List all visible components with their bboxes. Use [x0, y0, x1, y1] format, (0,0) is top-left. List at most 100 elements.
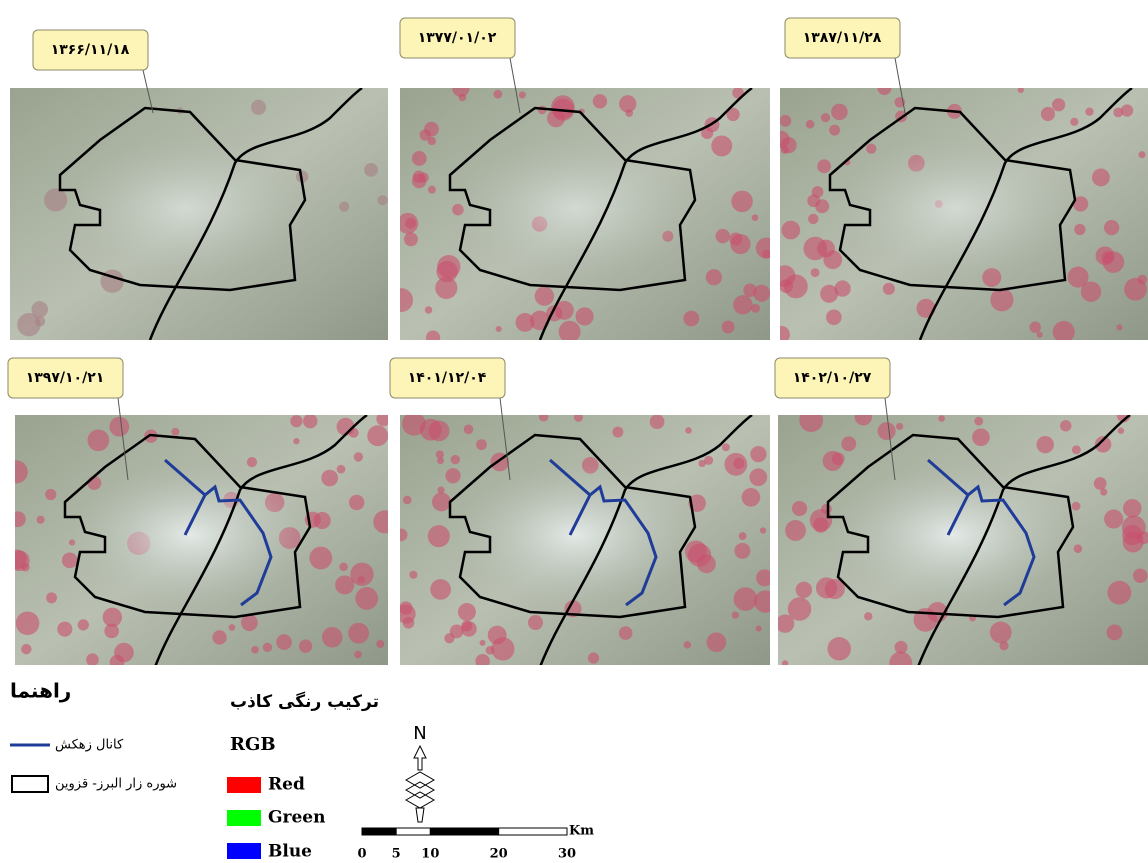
vegetation — [684, 641, 692, 649]
vegetation — [314, 512, 331, 529]
vegetation — [290, 415, 302, 427]
vegetation — [426, 331, 440, 345]
vegetation — [1137, 275, 1147, 285]
date-label: ۱۳۶۶/۱۱/۱۸ — [51, 42, 130, 58]
vegetation — [251, 100, 266, 115]
vegetation — [811, 268, 820, 277]
vegetation — [588, 653, 599, 664]
vegetation — [1070, 118, 1078, 126]
vegetation — [1041, 107, 1055, 121]
vegetation — [742, 488, 761, 507]
vegetation — [815, 199, 829, 213]
vegetation — [559, 321, 581, 343]
vegetation — [821, 113, 830, 122]
vegetation — [389, 288, 413, 312]
vegetation — [475, 654, 489, 668]
map-panel — [772, 81, 1148, 343]
vegetation — [730, 234, 750, 254]
vegetation — [21, 644, 31, 654]
vegetation — [445, 468, 460, 483]
vegetation — [432, 492, 451, 511]
vegetation — [866, 143, 876, 153]
vegetation — [1072, 502, 1081, 511]
vegetation — [46, 592, 57, 603]
salt-flat — [833, 465, 1073, 605]
vegetation — [733, 458, 744, 469]
vegetation — [733, 295, 752, 314]
vegetation — [37, 516, 45, 524]
imagery — [772, 81, 1148, 343]
vegetation — [299, 640, 312, 653]
north-label: N — [413, 723, 426, 744]
vegetation — [938, 415, 945, 422]
vegetation — [1092, 168, 1110, 186]
composite-title: ترکیب رنگی کاذب — [230, 691, 379, 712]
date-label: ۱۴۰۱/۱۲/۰۴ — [408, 370, 487, 386]
vegetation — [409, 571, 417, 579]
vegetation — [110, 655, 125, 670]
vegetation — [612, 427, 623, 438]
vegetation — [722, 443, 730, 451]
scale-tick-label: 30 — [558, 847, 576, 862]
vegetation — [404, 232, 418, 246]
vegetation — [1123, 532, 1144, 553]
vegetation — [806, 120, 815, 129]
salt-flat — [65, 138, 305, 278]
vegetation — [413, 171, 425, 183]
vegetation — [574, 413, 583, 422]
vegetation — [45, 489, 56, 500]
vegetation — [412, 151, 427, 166]
vegetation — [1104, 509, 1123, 528]
vegetation — [428, 525, 450, 547]
vegetation — [826, 310, 842, 326]
vegetation — [1118, 427, 1125, 434]
scale-segment — [396, 828, 430, 835]
vegetation — [1074, 544, 1083, 553]
vegetation — [403, 617, 415, 629]
vegetation — [974, 417, 983, 426]
vegetation — [813, 517, 828, 532]
vegetation — [753, 285, 770, 302]
vegetation — [339, 201, 349, 211]
vegetation — [424, 122, 439, 137]
imagery — [5, 412, 397, 670]
band-label: Blue — [268, 842, 312, 862]
vegetation — [303, 414, 317, 428]
vegetation — [1072, 445, 1081, 454]
vegetation — [1081, 281, 1101, 301]
salt-flat — [455, 138, 695, 278]
vegetation — [1107, 581, 1131, 605]
vegetation — [461, 621, 476, 636]
vegetation — [734, 587, 758, 611]
vegetation — [212, 630, 226, 644]
vegetation — [799, 408, 823, 432]
vegetation — [437, 255, 460, 278]
vegetation — [373, 510, 396, 533]
vegetation — [772, 131, 789, 148]
vegetation — [10, 511, 26, 527]
map-panel — [389, 80, 777, 345]
map-panel — [776, 408, 1148, 674]
vegetation — [751, 304, 760, 313]
date-label: ۱۴۰۲/۱۰/۲۷ — [793, 370, 872, 386]
vegetation — [519, 91, 526, 98]
vegetation — [452, 80, 469, 97]
vegetation — [9, 550, 30, 571]
vegetation — [831, 104, 848, 121]
vegetation — [425, 306, 432, 313]
vegetation — [539, 412, 548, 421]
vegetation — [395, 529, 408, 542]
vegetation — [1018, 87, 1024, 93]
vegetation — [784, 275, 808, 299]
scale-tick-label: 10 — [421, 847, 439, 862]
vegetation — [171, 428, 179, 436]
band-swatch — [227, 777, 261, 793]
vegetation — [367, 425, 388, 446]
vegetation — [1133, 569, 1147, 583]
vegetation — [1107, 624, 1123, 640]
vegetation — [889, 652, 912, 675]
map-panel — [5, 412, 397, 670]
legend-title: راهنما — [10, 679, 71, 703]
legend-item: کانال زهکش — [55, 738, 124, 753]
vegetation — [792, 501, 807, 516]
